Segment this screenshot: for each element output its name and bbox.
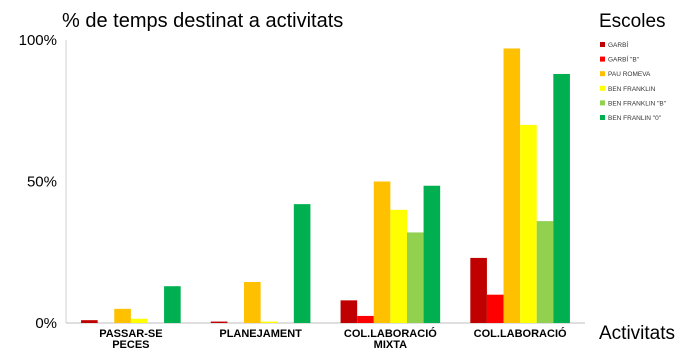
bar [536,221,554,323]
bar [390,209,407,323]
bar [503,48,521,324]
legend-label: BEN FRANLIN "0" [608,115,662,122]
x-tick-label: COL.LABORACIÓ MIXTA [344,327,437,351]
bar [520,124,537,324]
bar [210,321,228,323]
legend-label: GARBÍ [608,40,628,49]
bar [260,321,278,323]
bar [373,181,391,323]
legend-swatch [600,71,605,77]
bar [81,320,98,323]
legend: GARBÍ GARBÍ "B" PAU ROMEVA BEN FRANKLIN BEN … [600,40,667,122]
bar [470,257,487,323]
legend-label: BEN FRANKLIN "B" [608,100,667,107]
bar [406,232,424,323]
x-axis-label: Activitats [599,323,675,344]
legend-label: PAU ROMEVA [608,71,651,78]
legend-swatch [600,42,605,47]
y-tick-label: 50% [27,174,57,191]
x-tick-label: COL.LABORACIÓ [474,327,567,340]
bar [486,294,504,323]
legend-swatch [600,115,605,120]
y-ticks: 0% 50% 100% [19,32,57,332]
bar [293,204,311,323]
legend-label: GARBÍ "B" [608,55,640,64]
bar [130,318,148,323]
bar [553,73,570,324]
x-tick-label: PLANEJAMENT [219,328,302,340]
x-category-labels: PASSAR-SE PECES PLANEJAMENT COL.LABORACIÓ MI… [99,327,567,351]
bar [244,281,261,323]
x-tick-label: PASSAR-SE PECES [99,328,162,351]
legend-swatch [600,85,605,91]
legend-swatch [600,100,605,106]
legend-swatch [600,56,605,62]
y-tick-label: 0% [35,315,57,332]
chart-title: % de temps destinat a activitats [62,10,343,32]
bar [340,300,358,323]
bars [81,48,570,324]
bar [114,308,131,323]
bar [423,185,441,323]
y-tick-label: 100% [19,32,57,49]
legend-title: Escoles [599,11,666,32]
bar [164,286,181,323]
bar [357,315,374,323]
legend-label: BEN FRANKLIN [608,86,656,93]
